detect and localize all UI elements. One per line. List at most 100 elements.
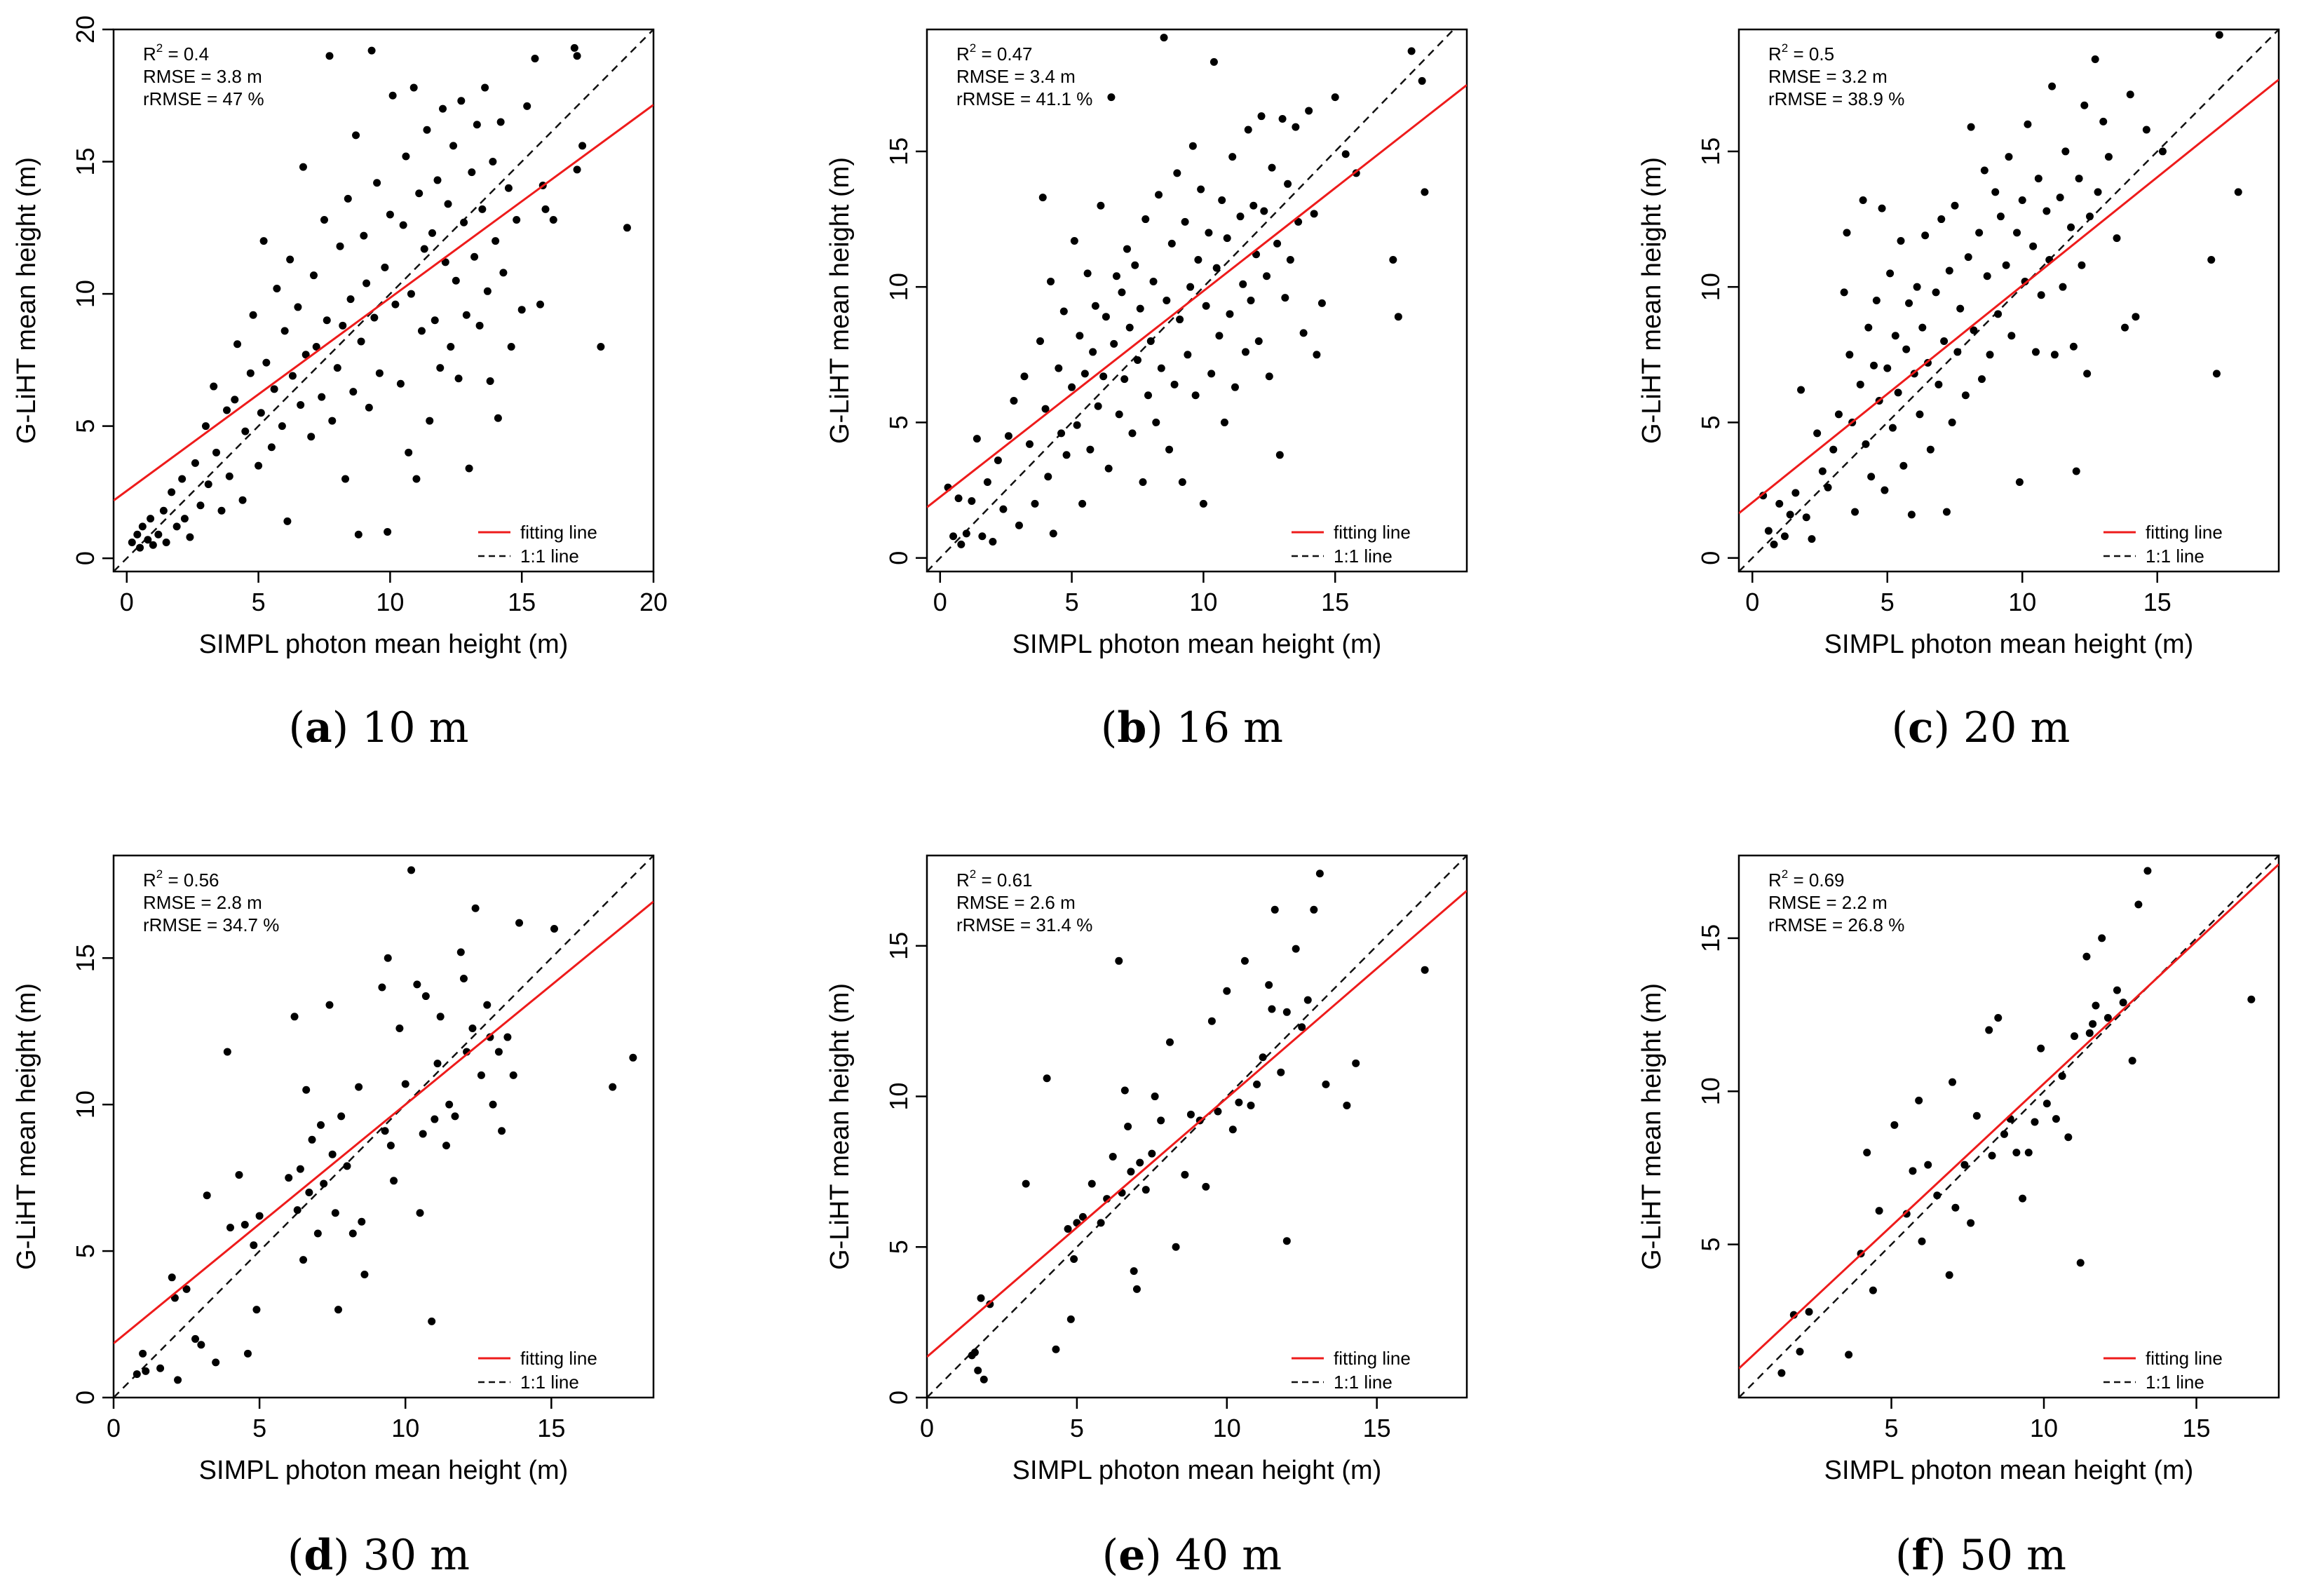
data-point [2069, 342, 2078, 351]
data-point [623, 224, 631, 232]
data-point [1949, 1078, 1957, 1086]
data-point [1163, 297, 1171, 304]
data-point [1241, 348, 1249, 356]
data-point [299, 163, 307, 171]
x-tick-label: 10 [2008, 588, 2036, 616]
data-point [431, 316, 439, 325]
x-tick-label: 15 [2143, 588, 2171, 616]
data-point [468, 1024, 477, 1033]
data-point [1097, 1219, 1105, 1227]
data-point [1055, 364, 1063, 372]
legend-fit-label: fitting line [2146, 1348, 2223, 1369]
data-point [283, 517, 292, 525]
data-point [305, 1189, 313, 1197]
data-point [2083, 370, 2092, 378]
data-point [1863, 1149, 1871, 1157]
data-point [1932, 288, 1940, 297]
data-point [246, 369, 255, 377]
data-point [2142, 126, 2150, 134]
x-tick-label: 10 [391, 1414, 419, 1442]
data-point [1945, 1271, 1953, 1279]
data-point [2032, 348, 2040, 356]
legend-ref-label: 1:1 line [2146, 546, 2204, 567]
data-point [1144, 391, 1153, 400]
data-point [2247, 995, 2256, 1003]
data-point [182, 1285, 191, 1293]
data-point [1303, 996, 1312, 1004]
y-axis-title: G-LiHT mean height (m) [1637, 983, 1667, 1270]
data-point [1421, 188, 1429, 196]
data-point [144, 536, 152, 544]
data-point [1275, 451, 1284, 459]
data-point [323, 316, 331, 325]
data-point [352, 131, 360, 140]
data-point [357, 337, 365, 346]
data-point [994, 457, 1002, 465]
data-point [1273, 239, 1282, 248]
data-point [1961, 391, 1970, 400]
panel-caption: (d) 30 m [287, 1531, 470, 1580]
data-point [1960, 1161, 1969, 1169]
data-point [2113, 986, 2121, 994]
data-point [1292, 123, 1300, 131]
data-point [1780, 532, 1789, 541]
data-point [513, 215, 521, 224]
data-point [267, 443, 276, 452]
data-point [1299, 329, 1308, 337]
data-point [1062, 451, 1071, 459]
data-point [325, 1001, 334, 1009]
x-tick-label: 15 [2183, 1414, 2211, 1442]
data-point [328, 417, 337, 425]
data-point [423, 126, 431, 134]
r-squared-label: R2 = 0.56 [143, 867, 219, 891]
data-point [498, 1127, 506, 1135]
data-point [1199, 499, 1207, 508]
data-point [2071, 1032, 2079, 1041]
data-point [1022, 1179, 1030, 1188]
data-point [2234, 188, 2242, 196]
data-point [1214, 1107, 1222, 1116]
data-point [494, 1048, 503, 1056]
data-point [2034, 175, 2042, 183]
data-point [1249, 201, 1258, 210]
data-point [1131, 261, 1139, 269]
x-tick-label: 15 [1321, 588, 1349, 616]
data-point [1068, 383, 1076, 391]
data-point [299, 1256, 308, 1264]
data-point [415, 189, 424, 198]
data-point [2126, 90, 2134, 99]
data-point [1967, 123, 1975, 131]
data-point [1862, 440, 1870, 448]
data-point [280, 327, 289, 335]
x-tick-label: 10 [1189, 588, 1217, 616]
rrmse-label: rRMSE = 41.1 % [956, 88, 1092, 109]
data-point [1813, 429, 1822, 438]
data-point [133, 1370, 141, 1379]
data-point [2037, 1044, 2045, 1053]
data-point [1212, 264, 1221, 272]
y-tick-label: 5 [1696, 1238, 1725, 1252]
data-point [1263, 272, 1271, 280]
data-point [441, 258, 449, 266]
data-point [1913, 283, 1921, 291]
data-point [1078, 1212, 1087, 1221]
data-point [2099, 117, 2108, 126]
data-point [1115, 956, 1123, 965]
data-point [1951, 201, 1959, 210]
data-point [573, 165, 581, 174]
x-axis-title: SIMPL photon mean height (m) [199, 630, 569, 659]
x-axis-title: SIMPL photon mean height (m) [1824, 630, 2194, 659]
data-point [475, 321, 484, 330]
data-point [413, 980, 421, 989]
data-point [1956, 304, 1965, 313]
data-point [609, 1083, 617, 1091]
data-point [381, 263, 389, 271]
data-point [1915, 1096, 1923, 1104]
data-point [1818, 467, 1827, 475]
data-point [235, 1170, 243, 1179]
data-point [1298, 1023, 1306, 1032]
data-point [1218, 196, 1226, 204]
data-point [255, 1212, 264, 1220]
data-point [395, 1024, 404, 1033]
data-point [1080, 370, 1089, 378]
